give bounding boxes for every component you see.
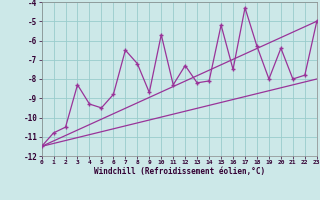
X-axis label: Windchill (Refroidissement éolien,°C): Windchill (Refroidissement éolien,°C) [94,167,265,176]
